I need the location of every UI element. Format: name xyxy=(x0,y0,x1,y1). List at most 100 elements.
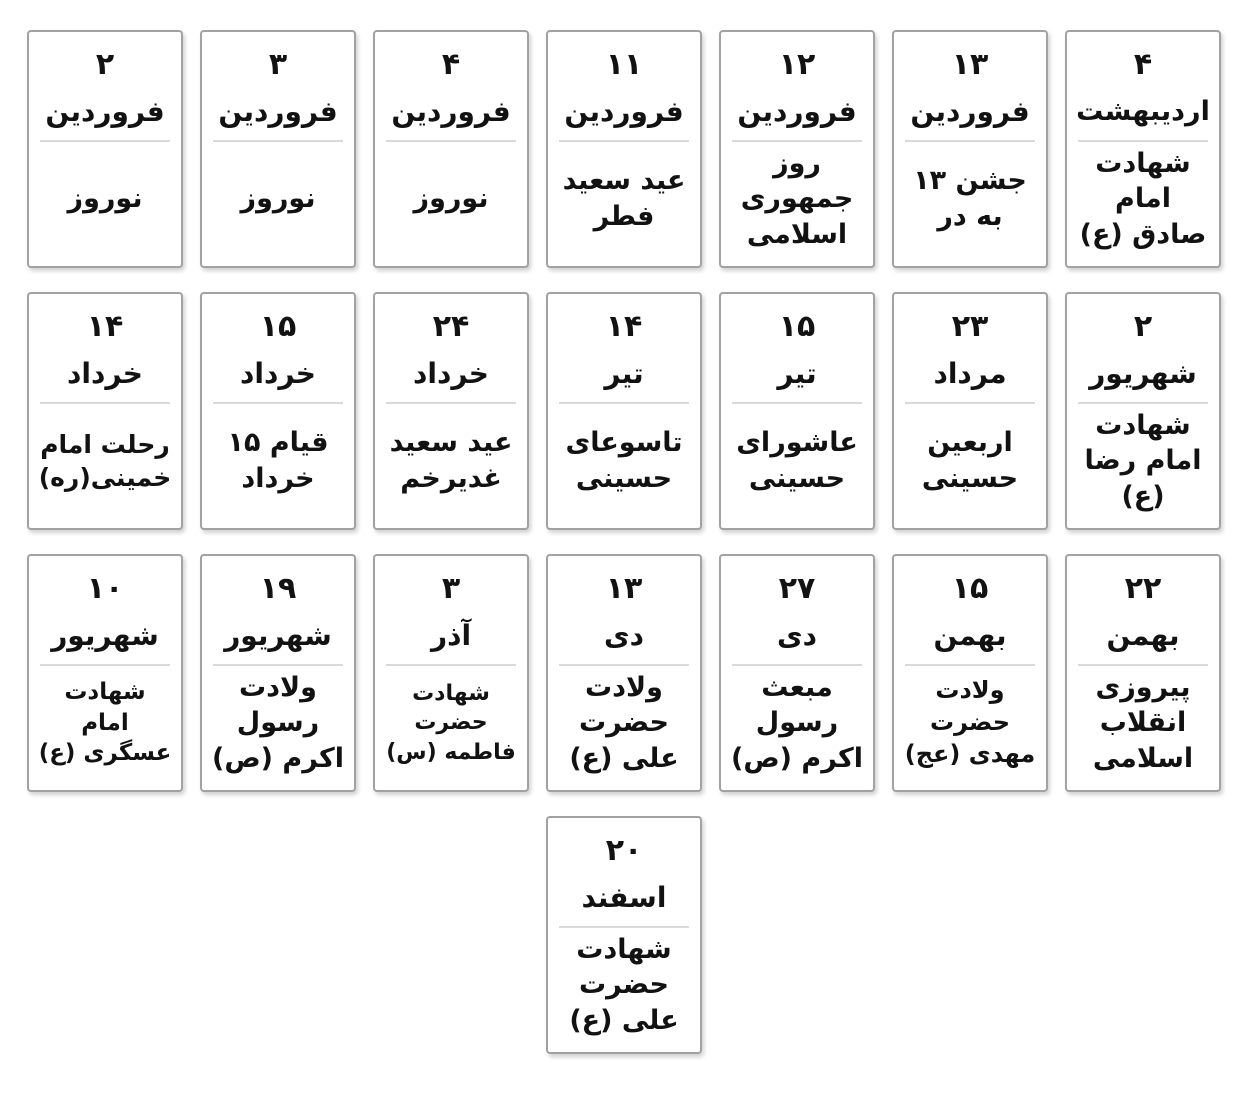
holiday-event: نوروز xyxy=(384,142,518,256)
date-day: ۱۰ xyxy=(86,571,124,606)
date-month: فروردین xyxy=(564,95,684,128)
date-day: ۱۱ xyxy=(605,47,643,82)
holiday-card: ۲۰ اسفند شهادت حضرت علی (ع) xyxy=(546,816,702,1054)
date-day: ۲۲ xyxy=(1124,571,1162,606)
card-divider xyxy=(213,402,343,404)
card-date: ۴ فروردین xyxy=(384,40,518,138)
date-day: ۳ xyxy=(441,571,461,606)
holiday-card: ۱۵ بهمن ولادت حضرت مهدی (عج) xyxy=(892,554,1048,792)
card-divider xyxy=(386,402,516,404)
holiday-name: ولادت حضرت مهدی (عج) xyxy=(904,676,1036,768)
card-divider xyxy=(1078,140,1208,142)
holiday-card: ۲ فروردین نوروز xyxy=(27,30,183,268)
holiday-event: شهادت امام رضا (ع) xyxy=(1076,404,1210,518)
card-divider xyxy=(40,140,170,142)
date-day: ۲۴ xyxy=(432,309,470,344)
holiday-name: شهادت امام عسگری (ع) xyxy=(38,679,172,767)
date-day: ۲۳ xyxy=(951,309,989,344)
card-divider xyxy=(559,926,689,928)
date-month: بهمن xyxy=(933,619,1007,652)
date-day: ۲۰ xyxy=(605,833,643,868)
card-row: ۱۴ خرداد رحلت امام خمینی(ره) ۱۵ خرداد قی… xyxy=(0,292,1248,530)
holiday-event: اربعین حسینی xyxy=(903,404,1037,518)
holiday-card: ۱۰ شهریور شهادت امام عسگری (ع) xyxy=(27,554,183,792)
holiday-card: ۱۴ خرداد رحلت امام خمینی(ره) xyxy=(27,292,183,530)
date-day: ۳ xyxy=(268,47,288,82)
holiday-event: روز جمهوری اسلامی xyxy=(730,142,864,256)
card-divider xyxy=(559,140,689,142)
holiday-name: روز جمهوری اسلامی xyxy=(740,147,854,250)
card-date: ۴ اردیبهشت xyxy=(1076,40,1210,138)
holiday-event: ولادت حضرت مهدی (عج) xyxy=(903,666,1037,780)
date-day: ۱۴ xyxy=(86,309,124,344)
date-month: دی xyxy=(776,619,818,652)
card-row: ۱۰ شهریور شهادت امام عسگری (ع) ۱۹ شهریور… xyxy=(0,554,1248,792)
holiday-name: قیام ۱۵ خرداد xyxy=(227,427,329,494)
card-divider xyxy=(905,402,1035,404)
holiday-card: ۲۳ مرداد اربعین حسینی xyxy=(892,292,1048,530)
card-date: ۱۱ فروردین xyxy=(557,40,691,138)
date-month: فروردین xyxy=(910,95,1030,128)
holiday-name: مبعث رسول اکرم (ص) xyxy=(731,671,863,774)
holiday-event: ولادت رسول اکرم (ص) xyxy=(211,666,345,780)
holiday-name: جشن ۱۳ به در xyxy=(913,165,1027,232)
card-divider xyxy=(559,664,689,666)
date-day: ۲ xyxy=(95,47,115,82)
holiday-name: نوروز xyxy=(413,183,489,215)
holiday-card: ۴ فروردین نوروز xyxy=(373,30,529,268)
holiday-card: ۱۱ فروردین عید سعید فطر xyxy=(546,30,702,268)
card-divider xyxy=(905,664,1035,666)
card-divider xyxy=(1078,402,1208,404)
date-month: تیر xyxy=(777,357,817,390)
card-divider xyxy=(905,140,1035,142)
date-month: اسفند xyxy=(581,881,667,914)
card-date: ۱۵ بهمن xyxy=(903,564,1037,662)
holiday-name: عید سعید غدیرخم xyxy=(389,427,513,494)
holiday-event: قیام ۱۵ خرداد xyxy=(211,404,345,518)
card-divider xyxy=(40,402,170,404)
date-month: اردیبهشت xyxy=(1076,96,1210,127)
holiday-card-board: ۲ فروردین نوروز ۳ فروردین نوروز ۴ فروردی… xyxy=(0,30,1248,1054)
holiday-event: شهادت امام صادق (ع) xyxy=(1076,142,1210,256)
date-month: بهمن xyxy=(1106,619,1180,652)
card-date: ۱۴ خرداد xyxy=(38,302,172,400)
card-date: ۳ فروردین xyxy=(211,40,345,138)
holiday-name: عید سعید فطر xyxy=(562,165,686,232)
holiday-name: نوروز xyxy=(67,183,143,215)
card-date: ۱۴ تیر xyxy=(557,302,691,400)
holiday-card: ۱۲ فروردین روز جمهوری اسلامی xyxy=(719,30,875,268)
card-date: ۱۲ فروردین xyxy=(730,40,864,138)
date-month: خرداد xyxy=(240,357,316,390)
card-divider xyxy=(732,664,862,666)
date-month: فروردین xyxy=(218,95,338,128)
date-month: شهریور xyxy=(51,619,159,652)
holiday-name: ولادت حضرت علی (ع) xyxy=(569,671,679,774)
holiday-card: ۲۷ دی مبعث رسول اکرم (ص) xyxy=(719,554,875,792)
date-month: مرداد xyxy=(933,357,1007,390)
date-month: فروردین xyxy=(737,95,857,128)
holiday-event: نوروز xyxy=(211,142,345,256)
holiday-event: جشن ۱۳ به در xyxy=(903,142,1037,256)
holiday-card: ۱۴ تیر تاسوعای حسینی xyxy=(546,292,702,530)
holiday-card: ۱۳ فروردین جشن ۱۳ به در xyxy=(892,30,1048,268)
holiday-card: ۲۴ خرداد عید سعید غدیرخم xyxy=(373,292,529,530)
date-day: ۱۴ xyxy=(605,309,643,344)
holiday-card: ۱۵ تیر عاشورای حسینی xyxy=(719,292,875,530)
card-date: ۱۰ شهریور xyxy=(38,564,172,662)
date-day: ۲ xyxy=(1133,309,1153,344)
card-date: ۱۵ خرداد xyxy=(211,302,345,400)
date-day: ۱۵ xyxy=(259,309,297,344)
date-month: شهریور xyxy=(1089,357,1197,390)
holiday-name: پیروزی انقلاب اسلامی xyxy=(1092,671,1194,774)
date-day: ۱۳ xyxy=(951,47,989,82)
card-divider xyxy=(386,664,516,666)
card-date: ۲۷ دی xyxy=(730,564,864,662)
holiday-event: نوروز xyxy=(38,142,172,256)
date-month: دی xyxy=(603,619,645,652)
holiday-card: ۱۵ خرداد قیام ۱۵ خرداد xyxy=(200,292,356,530)
holiday-event: عید سعید غدیرخم xyxy=(384,404,518,518)
holiday-card: ۴ اردیبهشت شهادت امام صادق (ع) xyxy=(1065,30,1221,268)
card-divider xyxy=(1078,664,1208,666)
card-row: ۲۰ اسفند شهادت حضرت علی (ع) xyxy=(0,816,1248,1054)
holiday-card: ۲۲ بهمن پیروزی انقلاب اسلامی xyxy=(1065,554,1221,792)
